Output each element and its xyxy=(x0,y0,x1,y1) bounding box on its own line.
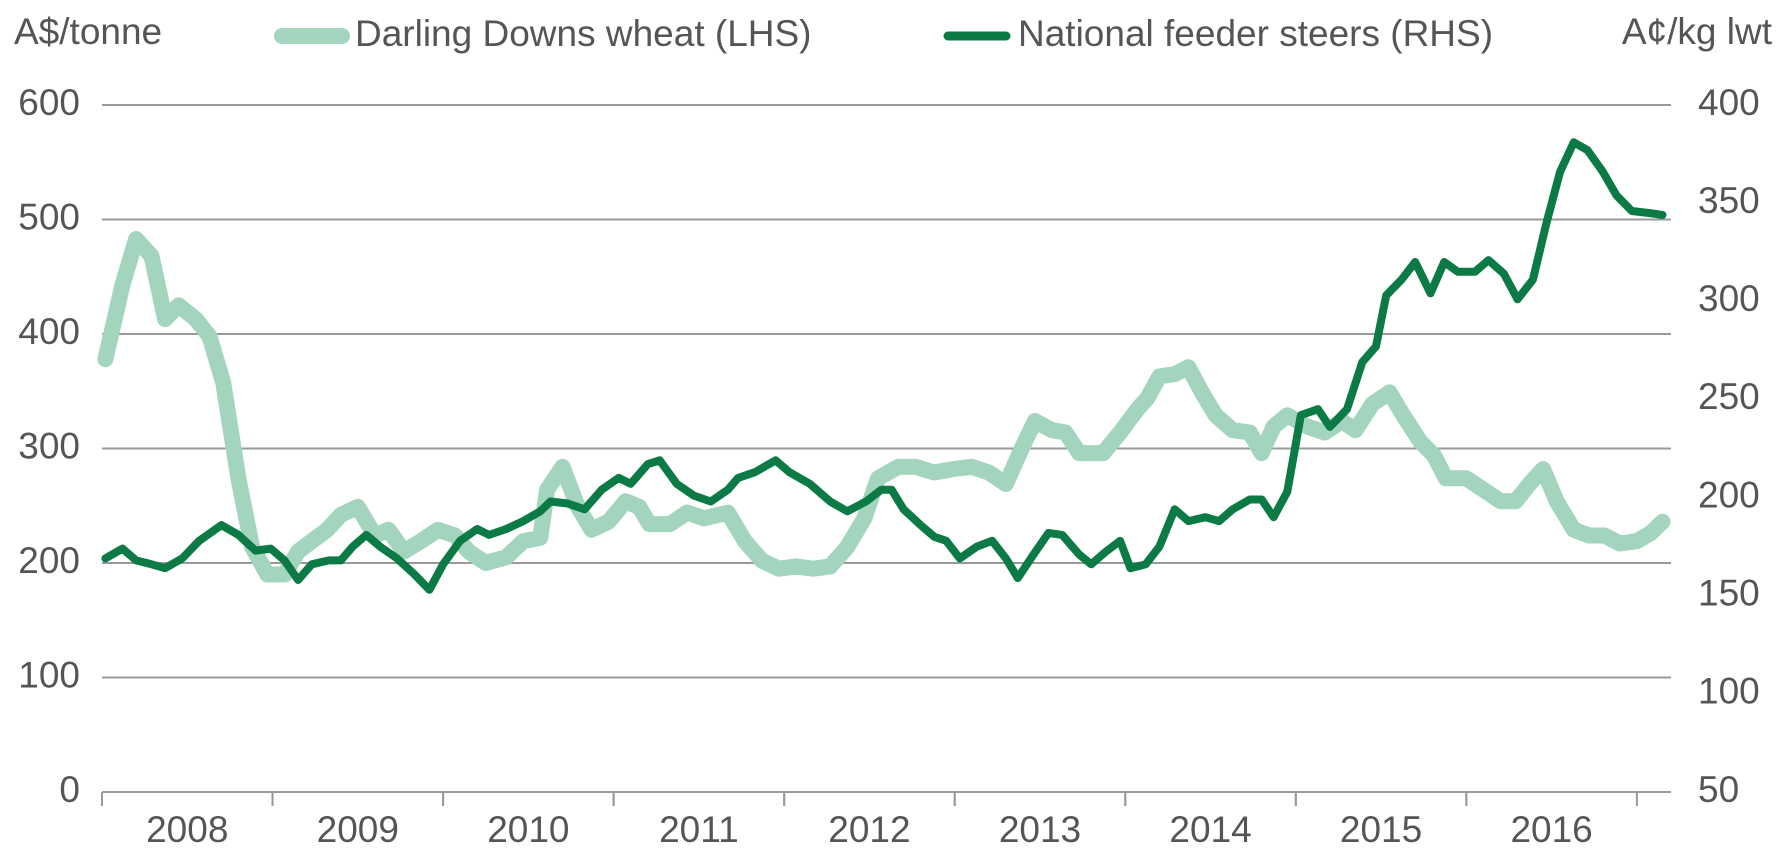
y-tick-label: 300 xyxy=(18,425,80,466)
y-tick-label: 600 xyxy=(18,82,80,123)
legend-label: Darling Downs wheat (LHS) xyxy=(355,13,812,54)
y2-axis-label: A¢/kg lwt xyxy=(1622,11,1773,52)
y2-tick-label: 300 xyxy=(1698,278,1760,319)
x-tick-label: 2010 xyxy=(487,809,569,850)
y2-tick-label: 200 xyxy=(1698,474,1760,515)
y2-tick-label: 400 xyxy=(1698,82,1760,123)
y2-tick-label: 250 xyxy=(1698,376,1760,417)
x-tick-label: 2008 xyxy=(146,809,228,850)
y2-tick-label: 100 xyxy=(1698,671,1760,712)
y-axis-label: A$/tonne xyxy=(14,11,162,52)
y-tick-label: 200 xyxy=(18,540,80,581)
x-tick-label: 2009 xyxy=(317,809,399,850)
legend-label: National feeder steers (RHS) xyxy=(1018,13,1493,54)
y-tick-label: 0 xyxy=(59,769,80,810)
x-tick-label: 2014 xyxy=(1169,809,1251,850)
series-line xyxy=(97,231,1671,583)
y-tick-label: 100 xyxy=(18,654,80,695)
x-tick-label: 2011 xyxy=(659,809,739,850)
y2-tick-label: 50 xyxy=(1698,769,1739,810)
y2-tick-label: 350 xyxy=(1698,180,1760,221)
y-tick-label: 500 xyxy=(18,196,80,237)
y-tick-label: 400 xyxy=(18,311,80,352)
x-tick-label: 2016 xyxy=(1510,809,1592,850)
x-tick-label: 2015 xyxy=(1340,809,1422,850)
x-tick-label: 2013 xyxy=(999,809,1081,850)
x-tick-label: 2012 xyxy=(828,809,910,850)
y2-tick-label: 150 xyxy=(1698,572,1760,613)
series-line xyxy=(101,138,1667,594)
